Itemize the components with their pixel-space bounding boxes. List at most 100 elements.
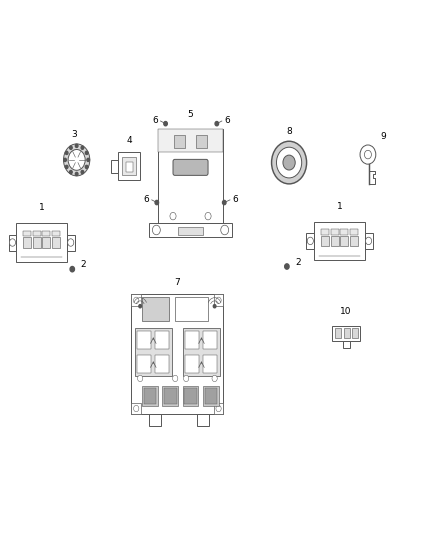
Bar bbox=[149, 415, 161, 426]
Text: 6: 6 bbox=[233, 196, 239, 204]
Circle shape bbox=[223, 200, 226, 205]
Bar bbox=[175, 297, 208, 321]
Circle shape bbox=[307, 237, 314, 245]
Bar bbox=[131, 294, 223, 415]
Text: 10: 10 bbox=[340, 308, 352, 316]
Bar bbox=[144, 388, 156, 404]
Bar bbox=[158, 129, 223, 151]
Bar bbox=[185, 355, 199, 373]
Bar bbox=[9, 235, 17, 251]
Bar bbox=[23, 231, 31, 236]
Text: 9: 9 bbox=[380, 133, 386, 141]
Text: 2: 2 bbox=[295, 258, 300, 266]
Bar bbox=[131, 294, 141, 306]
Circle shape bbox=[276, 147, 302, 178]
Bar bbox=[203, 386, 219, 406]
Circle shape bbox=[216, 405, 221, 411]
Bar bbox=[336, 328, 342, 338]
Circle shape bbox=[365, 237, 371, 245]
Bar bbox=[67, 235, 74, 251]
Circle shape bbox=[205, 212, 211, 220]
Text: 1: 1 bbox=[39, 204, 45, 212]
Bar bbox=[214, 294, 223, 306]
Circle shape bbox=[65, 165, 68, 168]
FancyBboxPatch shape bbox=[173, 159, 208, 175]
Bar bbox=[350, 236, 358, 246]
Bar bbox=[155, 355, 170, 373]
Bar bbox=[185, 331, 199, 350]
Circle shape bbox=[215, 122, 219, 126]
Bar bbox=[184, 388, 197, 404]
Circle shape bbox=[152, 225, 160, 235]
Text: 2: 2 bbox=[81, 261, 86, 269]
Bar bbox=[340, 229, 348, 235]
Bar bbox=[331, 236, 339, 246]
Bar bbox=[158, 129, 223, 223]
Text: 8: 8 bbox=[286, 127, 292, 136]
Bar bbox=[155, 331, 170, 350]
Bar bbox=[137, 355, 151, 373]
Circle shape bbox=[134, 405, 139, 411]
Bar bbox=[23, 237, 31, 248]
Bar bbox=[33, 237, 41, 248]
Circle shape bbox=[64, 158, 67, 161]
Bar bbox=[343, 341, 350, 348]
Circle shape bbox=[164, 122, 167, 126]
Bar bbox=[340, 236, 348, 246]
Bar bbox=[52, 237, 60, 248]
Bar bbox=[137, 331, 151, 350]
Circle shape bbox=[173, 375, 178, 382]
Circle shape bbox=[75, 144, 78, 148]
Text: 3: 3 bbox=[71, 130, 78, 139]
Circle shape bbox=[212, 375, 217, 382]
Circle shape bbox=[81, 146, 84, 149]
Bar bbox=[197, 415, 209, 426]
Circle shape bbox=[134, 297, 139, 304]
Bar bbox=[364, 233, 372, 249]
Bar bbox=[149, 223, 232, 238]
Bar bbox=[42, 237, 50, 248]
Text: 6: 6 bbox=[224, 117, 230, 125]
Bar bbox=[183, 328, 220, 376]
Bar bbox=[118, 152, 140, 180]
Circle shape bbox=[283, 155, 295, 170]
Bar bbox=[52, 231, 60, 236]
Circle shape bbox=[70, 266, 74, 272]
Circle shape bbox=[364, 150, 371, 159]
Bar bbox=[183, 386, 198, 406]
Circle shape bbox=[70, 171, 72, 174]
Bar bbox=[205, 388, 217, 404]
Circle shape bbox=[184, 375, 189, 382]
Bar bbox=[178, 227, 202, 236]
Bar bbox=[196, 134, 207, 148]
Bar bbox=[135, 328, 172, 376]
Circle shape bbox=[155, 200, 159, 205]
Bar bbox=[142, 386, 158, 406]
Circle shape bbox=[285, 264, 289, 269]
Bar bbox=[162, 386, 178, 406]
Bar bbox=[126, 162, 133, 172]
Bar bbox=[214, 403, 223, 415]
Bar bbox=[314, 222, 364, 260]
Circle shape bbox=[216, 297, 221, 304]
Text: 6: 6 bbox=[144, 196, 150, 204]
Circle shape bbox=[81, 171, 84, 174]
Bar bbox=[203, 355, 218, 373]
Circle shape bbox=[70, 146, 72, 149]
Text: 7: 7 bbox=[174, 278, 180, 287]
Circle shape bbox=[272, 141, 307, 184]
Circle shape bbox=[87, 158, 89, 161]
Text: 1: 1 bbox=[336, 202, 343, 211]
Bar bbox=[350, 229, 358, 235]
Bar bbox=[307, 233, 314, 249]
Circle shape bbox=[360, 145, 376, 164]
Circle shape bbox=[138, 375, 143, 382]
Text: 5: 5 bbox=[187, 110, 194, 119]
Circle shape bbox=[9, 239, 16, 246]
Circle shape bbox=[221, 225, 229, 235]
Bar bbox=[321, 229, 329, 235]
Bar bbox=[331, 229, 339, 235]
Bar bbox=[142, 297, 169, 321]
Circle shape bbox=[67, 239, 74, 246]
Bar bbox=[332, 326, 360, 341]
